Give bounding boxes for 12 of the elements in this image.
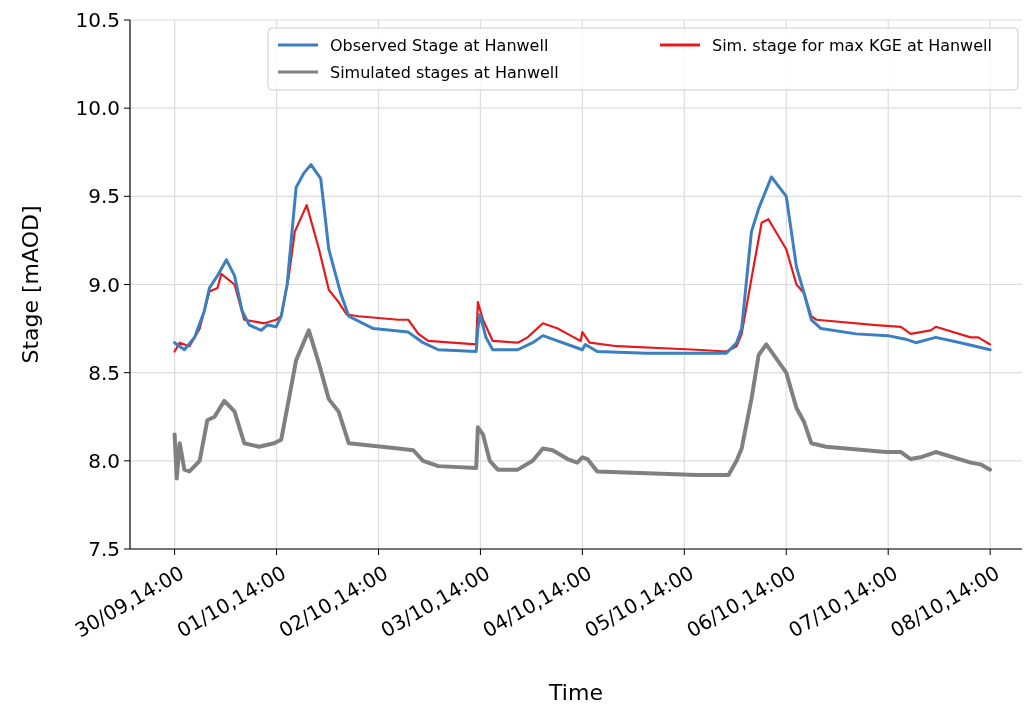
- y-tick-label: 9.0: [88, 272, 120, 297]
- legend-label: Simulated stages at Hanwell: [330, 62, 559, 82]
- y-tick-label: 7.5: [88, 537, 120, 561]
- y-tick-label: 10.5: [75, 8, 120, 32]
- legend-label: Sim. stage for max KGE at Hanwell: [712, 35, 992, 55]
- legend-label: Observed Stage at Hanwell: [330, 35, 549, 55]
- y-tick-label: 9.5: [88, 184, 120, 209]
- x-axis-title: Time: [548, 680, 603, 705]
- y-tick-label: 8.0: [88, 448, 120, 473]
- y-axis-title: Stage [mAOD]: [18, 205, 43, 364]
- y-tick-label: 10.0: [75, 96, 120, 121]
- y-tick-label: 8.5: [88, 360, 120, 385]
